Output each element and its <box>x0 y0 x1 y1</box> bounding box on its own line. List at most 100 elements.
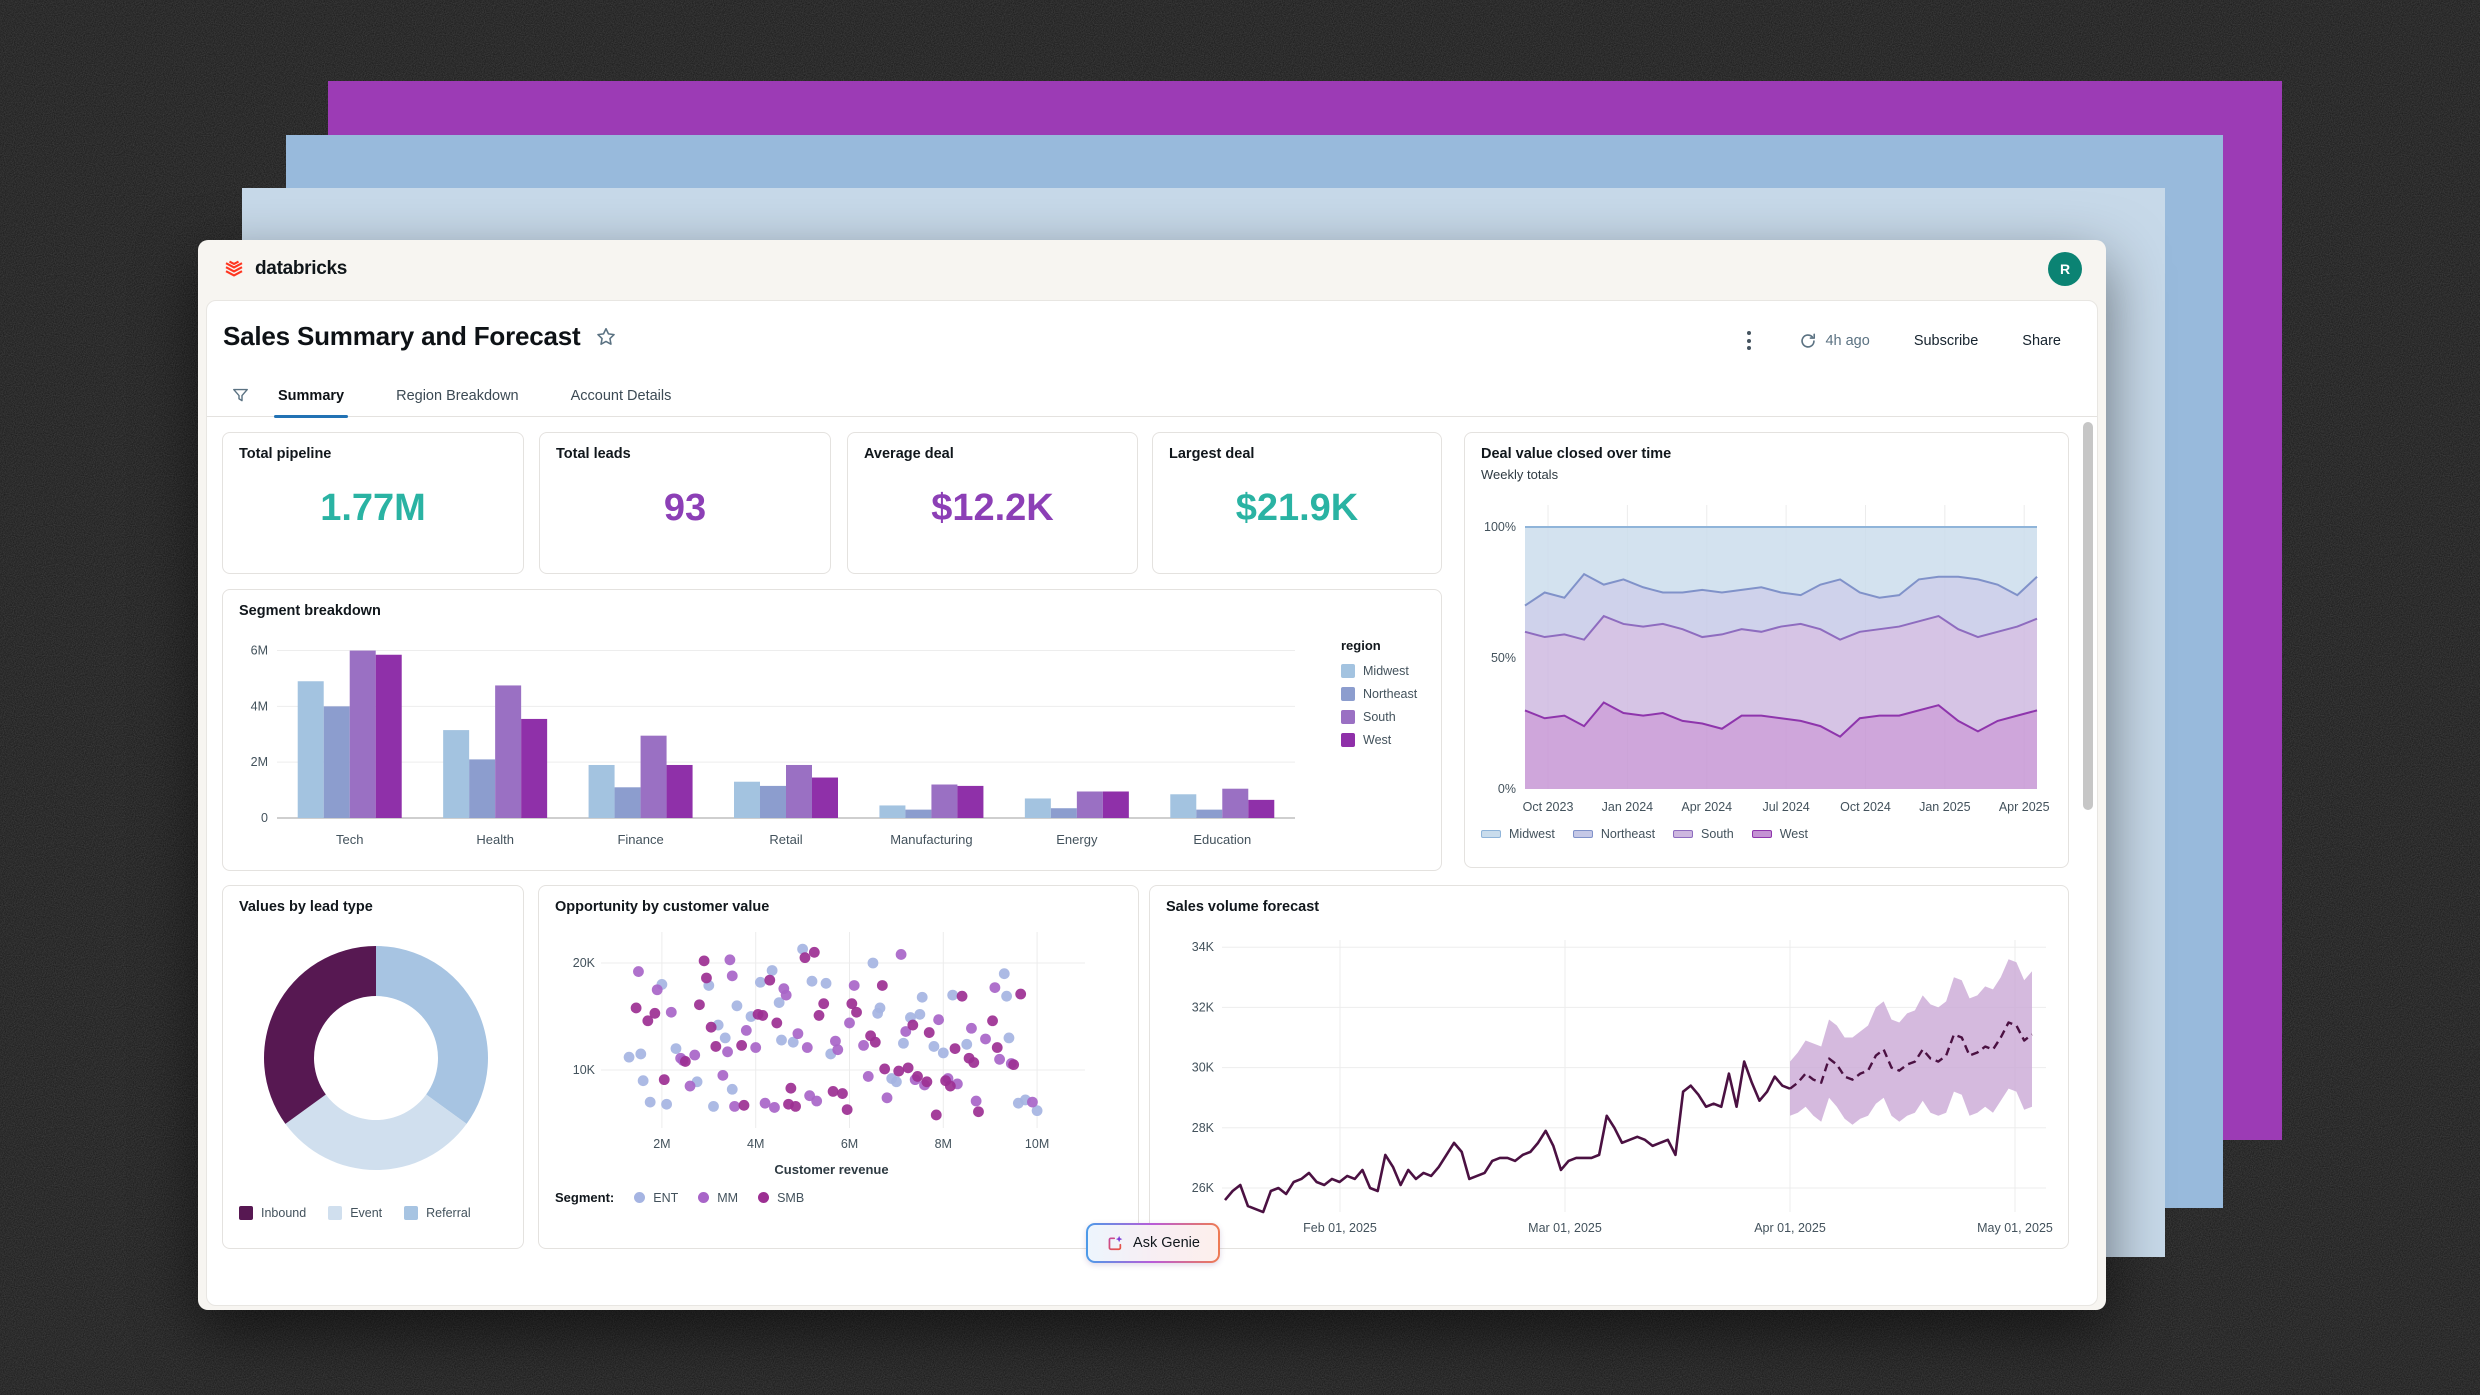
user-avatar[interactable]: R <box>2048 252 2082 286</box>
tab-account-details[interactable]: Account Details <box>570 387 672 404</box>
subscribe-button[interactable]: Subscribe <box>1913 332 1979 349</box>
legend-item[interactable]: South <box>1673 827 1734 841</box>
scatter-plot[interactable]: 2M 4M 6M 8M 10M 10K 20K <box>555 922 1124 1158</box>
kpi-card-average-deal[interactable]: Average deal $12.2K <box>847 432 1138 574</box>
genie-sparkle-icon <box>1108 1235 1123 1250</box>
svg-text:Health: Health <box>476 832 514 847</box>
brand-wordmark: databricks <box>255 258 348 279</box>
svg-text:26K: 26K <box>1192 1181 1215 1195</box>
bar-chart-legend: region Midwest Northeast South West <box>1341 638 1417 747</box>
legend-swatch <box>634 1192 646 1203</box>
legend-item[interactable]: Midwest <box>1481 827 1555 841</box>
chart-title: Sales volume forecast <box>1166 899 1320 915</box>
svg-text:Energy: Energy <box>1056 832 1098 847</box>
page-title: Sales Summary and Forecast <box>223 321 581 351</box>
legend-item[interactable]: Northeast <box>1341 687 1417 701</box>
legend-label: Northeast <box>1600 827 1656 841</box>
legend-label: West <box>1779 827 1808 841</box>
legend-label: Event <box>350 1206 383 1220</box>
svg-text:0: 0 <box>261 811 268 825</box>
legend-label: Midwest <box>1509 827 1555 841</box>
svg-text:4M: 4M <box>747 1137 764 1151</box>
svg-text:May 01, 2025: May 01, 2025 <box>1977 1221 2053 1235</box>
databricks-logo-icon <box>225 260 243 277</box>
share-button[interactable]: Share <box>2022 332 2061 349</box>
tab-region-breakdown[interactable]: Region Breakdown <box>396 387 519 404</box>
chart-card-deal-value-over-time: Deal value closed over time Weekly total… <box>1464 432 2069 868</box>
svg-text:4M: 4M <box>251 699 268 713</box>
legend-item[interactable]: MM <box>698 1191 738 1205</box>
legend-label: Midwest <box>1363 664 1409 678</box>
favorite-star-icon[interactable] <box>595 326 617 348</box>
chart-card-sales-volume-forecast: Sales volume forecast Feb 01, 2025 Mar 01… <box>1149 885 2069 1249</box>
grouped-bar-chart[interactable]: 2M 4M 6M 0 Tech Health Finance Retail Manufactur… <box>237 626 1332 866</box>
scatter-x-axis-title: Customer revenue <box>774 1162 889 1177</box>
kpi-card-total-leads[interactable]: Total leads 93 <box>539 432 831 574</box>
ask-genie-button[interactable]: Ask Genie <box>1086 1223 1220 1263</box>
legend-label: West <box>1363 733 1392 747</box>
legend-swatch <box>404 1206 419 1220</box>
legend-swatch <box>1481 830 1501 838</box>
legend-item[interactable]: Northeast <box>1572 827 1656 841</box>
legend-item[interactable]: Midwest <box>1341 664 1417 678</box>
svg-text:Education: Education <box>1193 832 1251 847</box>
dashboard-panel: Sales Summary and Forecast 4h ago Subscr… <box>206 300 2098 1306</box>
chart-card-opportunity-by-customer-value: Opportunity by customer value 2M 4M 6M 8M 10… <box>538 885 1139 1249</box>
refresh-status[interactable]: 4h ago <box>1799 332 1870 350</box>
chart-card-values-by-lead-type: Values by lead type Inbound Event Referral <box>222 885 524 1249</box>
vertical-scrollbar[interactable] <box>2083 422 2093 810</box>
svg-text:10M: 10M <box>1025 1137 1049 1151</box>
filter-icon[interactable] <box>231 386 250 405</box>
svg-text:10K: 10K <box>573 1063 596 1077</box>
legend-item[interactable]: South <box>1341 710 1417 724</box>
donut-chart[interactable] <box>241 926 511 1194</box>
tab-bar: Summary Region Breakdown Account Details <box>207 375 2097 418</box>
legend-label: South <box>1701 827 1734 841</box>
svg-text:30K: 30K <box>1192 1061 1215 1075</box>
legend-item[interactable]: West <box>1341 733 1417 747</box>
svg-text:Oct 2023: Oct 2023 <box>1523 800 1574 814</box>
chart-title: Deal value closed over time <box>1481 446 1672 462</box>
svg-text:Apr 01, 2025: Apr 01, 2025 <box>1754 1221 1826 1235</box>
app-header: databricks R <box>198 240 2106 298</box>
scatter-legend: Segment: ENT MM SMB <box>555 1190 804 1205</box>
stacked-area-chart[interactable]: Oct 2023 Jan 2024 Apr 2024 Jul 2024 Oct 2024… <box>1481 491 2054 821</box>
refresh-icon <box>1801 333 1816 348</box>
legend-swatch <box>758 1192 770 1203</box>
svg-text:28K: 28K <box>1192 1121 1215 1135</box>
svg-text:34K: 34K <box>1192 940 1215 954</box>
refresh-timestamp: 4h ago <box>1825 332 1870 349</box>
legend-item[interactable]: SMB <box>758 1191 804 1205</box>
more-options-kebab-icon[interactable] <box>1743 327 1755 354</box>
svg-text:2M: 2M <box>251 755 268 769</box>
svg-text:Feb 01, 2025: Feb 01, 2025 <box>1303 1221 1377 1235</box>
legend-item[interactable]: Referral <box>404 1206 471 1220</box>
legend-swatch <box>1341 664 1355 678</box>
forecast-line-chart[interactable]: Feb 01, 2025 Mar 01, 2025 Apr 01, 2025 May … <box>1166 920 2054 1242</box>
legend-swatch <box>1751 830 1772 838</box>
legend-item[interactable]: West <box>1751 827 1808 841</box>
svg-text:Retail: Retail <box>769 832 802 847</box>
legend-swatch <box>1341 710 1355 724</box>
tab-summary[interactable]: Summary <box>274 375 349 418</box>
svg-text:20K: 20K <box>573 956 596 970</box>
legend-item[interactable]: Event <box>328 1206 382 1220</box>
chart-title: Values by lead type <box>239 899 373 915</box>
svg-text:Manufacturing: Manufacturing <box>890 832 972 847</box>
legend-label: MM <box>717 1190 739 1205</box>
chart-card-segment-breakdown: Segment breakdown 2M 4M 6M 0 Tech Health Finan… <box>222 589 1442 871</box>
legend-item[interactable]: Inbound <box>239 1206 306 1220</box>
kpi-card-largest-deal[interactable]: Largest deal $21.9K <box>1152 432 1442 574</box>
svg-text:Jan 2025: Jan 2025 <box>1919 800 1970 814</box>
area-chart-legend: Midwest Northeast South West <box>1481 827 1808 841</box>
legend-item[interactable]: ENT <box>634 1191 678 1205</box>
kpi-value: 93 <box>663 487 707 529</box>
databricks-brand: databricks <box>222 257 347 281</box>
ask-genie-label: Ask Genie <box>1133 1235 1200 1251</box>
kpi-card-total-pipeline[interactable]: Total pipeline 1.77M <box>222 432 524 574</box>
chart-title: Segment breakdown <box>239 603 381 619</box>
svg-text:8M: 8M <box>935 1137 952 1151</box>
svg-text:Apr 2024: Apr 2024 <box>1681 800 1732 814</box>
toolbar: 4h ago Subscribe Share <box>1743 327 2061 354</box>
